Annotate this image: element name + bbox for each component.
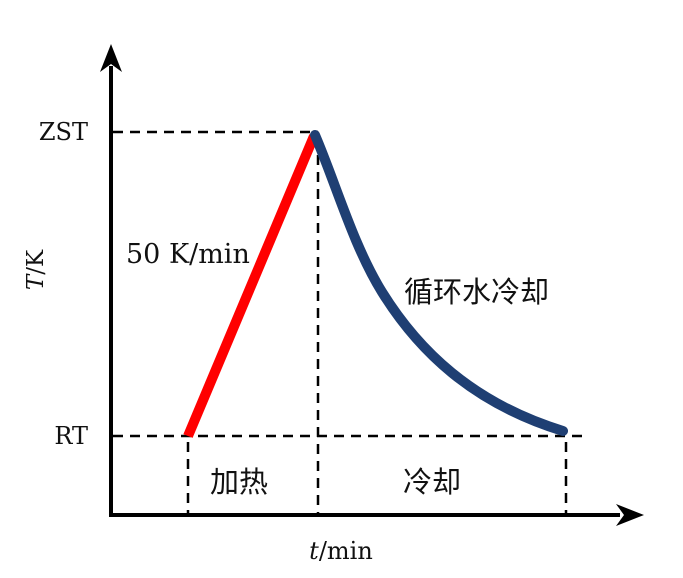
heating-phase-label: 加热 bbox=[210, 465, 268, 499]
y-axis-label: T/K bbox=[23, 249, 49, 290]
heating-curve bbox=[183, 134, 319, 438]
y-axis-symbol: T bbox=[23, 273, 49, 290]
x-axis-label: t/min bbox=[309, 537, 373, 565]
cooling-curve bbox=[310, 130, 568, 436]
cooling-phase-label: 冷却 bbox=[403, 465, 461, 499]
x-axis-symbol: t bbox=[309, 537, 319, 565]
zst-level-label: ZST bbox=[39, 118, 88, 146]
heating-rate-label: 50 K/min bbox=[126, 239, 250, 270]
cooling-method-label: 循环水冷却 bbox=[404, 275, 549, 309]
rt-level-label: RT bbox=[54, 422, 88, 450]
y-axis-unit: /K bbox=[23, 249, 49, 275]
y-axis-arrowhead bbox=[100, 44, 122, 72]
x-axis-unit: /min bbox=[319, 537, 373, 565]
x-axis-arrowhead bbox=[616, 504, 644, 526]
